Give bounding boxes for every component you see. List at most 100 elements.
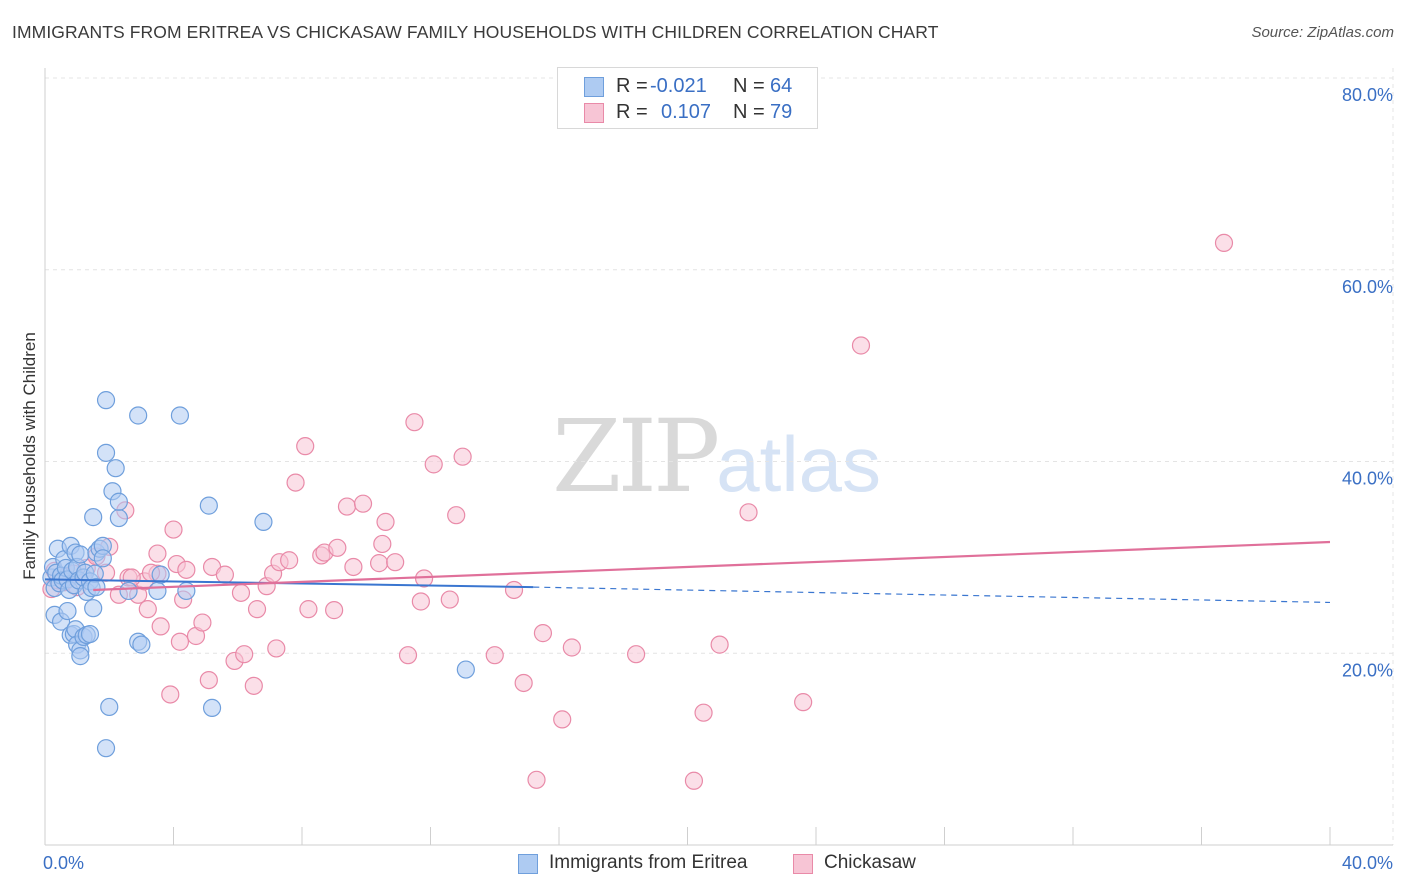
point-chickasaw [199,670,218,690]
point-chickasaw [286,473,305,492]
point-eritrea [71,545,90,564]
point-eritrea [254,512,273,532]
point-chickasaw [337,497,357,516]
legend-swatch-chickasaw [584,103,604,123]
point-chickasaw [235,645,254,664]
legend-r-label: R = [616,75,648,97]
chart-title: IMMIGRANTS FROM ERITREA VS CHICKASAW FAM… [12,22,939,42]
legend-r-value: 0.107 [661,101,712,123]
point-chickasaw [411,592,430,611]
point-chickasaw [151,617,170,636]
point-chickasaw [562,638,581,657]
point-chickasaw [851,336,871,355]
point-chickasaw [626,645,646,664]
point-chickasaw [504,580,524,600]
point-chickasaw [267,639,286,658]
legend-row-chickasaw: R = 0.107 N = 79 [558,100,818,126]
point-chickasaw [533,624,553,643]
point-chickasaw [527,770,546,789]
point-chickasaw [177,560,196,579]
point-eritrea [456,660,475,679]
point-eritrea [71,647,90,666]
point-chickasaw [193,613,212,632]
point-chickasaw [553,710,572,729]
y-tick-label: 20.0% [1342,660,1393,680]
point-chickasaw [405,413,424,432]
point-chickasaw [710,635,729,654]
point-chickasaw [373,534,392,554]
point-chickasaw [325,601,344,620]
point-eritrea [84,599,103,618]
point-eritrea [177,581,196,601]
point-eritrea [132,635,151,654]
data-points [42,233,1234,790]
point-chickasaw [231,583,251,602]
trend-lines [44,540,1331,604]
legend-n-value: 64 [770,75,793,97]
legend-swatch-eritrea [518,854,538,874]
point-eritrea [199,496,218,515]
legend-r-label: R = [616,101,648,123]
point-eritrea [80,624,100,644]
point-chickasaw [447,506,466,525]
point-chickasaw [485,646,504,665]
y-tick-label: 40.0% [1342,469,1393,489]
point-eritrea [148,581,167,601]
point-chickasaw [161,685,180,704]
point-eritrea [93,549,112,568]
point-chickasaw [299,600,318,619]
point-eritrea [202,698,222,717]
point-eritrea [151,565,170,584]
point-eritrea [100,697,119,717]
point-chickasaw [694,703,713,722]
point-eritrea [96,391,116,410]
point-chickasaw [370,554,389,573]
correlation-legend: R = -0.021 N = 64 R = 0.107 N = 79 [557,67,818,129]
source-label: Source: ZipAtlas.com [1251,24,1394,41]
point-chickasaw [296,437,315,456]
trend-line-eritrea-extrapolated [533,586,1331,604]
point-chickasaw [440,590,459,609]
legend-n-value: 79 [770,101,793,123]
trend-line-chickasaw [93,540,1331,592]
legend-swatch-eritrea [584,77,604,97]
point-chickasaw [138,600,157,619]
point-chickasaw [386,553,405,572]
point-eritrea [109,508,128,528]
point-chickasaw [376,512,395,532]
point-eritrea [96,443,116,462]
grid-lines [45,68,1394,845]
point-chickasaw [424,455,443,474]
point-eritrea [87,577,106,597]
point-chickasaw [353,494,373,513]
legend-row-eritrea: R = -0.021 N = 64 [558,74,818,100]
point-chickasaw [244,676,263,695]
y-tick-label: 60.0% [1342,277,1393,297]
point-chickasaw [344,557,363,577]
point-chickasaw [328,538,347,557]
point-chickasaw [280,551,299,570]
point-chickasaw [1214,233,1234,253]
point-chickasaw [164,520,183,539]
legend-n-label: N = [733,75,765,97]
point-eritrea [58,601,77,621]
point-chickasaw [215,565,234,584]
point-eritrea [84,508,103,527]
point-eritrea [106,459,125,478]
legend-swatch-chickasaw [793,854,813,874]
x-tick-label-min: 0.0% [43,853,84,873]
point-chickasaw [247,600,267,619]
legend-label-eritrea: Immigrants from Eritrea [549,852,748,873]
x-tick-label-max: 40.0% [1342,853,1393,873]
y-tick-label: 80.0% [1342,85,1393,105]
point-eritrea [170,406,190,425]
point-chickasaw [170,632,190,651]
axes [44,68,1393,846]
point-eritrea [119,581,138,601]
point-eritrea [129,406,148,425]
point-eritrea [96,739,116,758]
legend-n-label: N = [733,101,765,123]
point-chickasaw [453,447,472,466]
point-chickasaw [514,673,533,693]
point-eritrea [109,492,128,511]
